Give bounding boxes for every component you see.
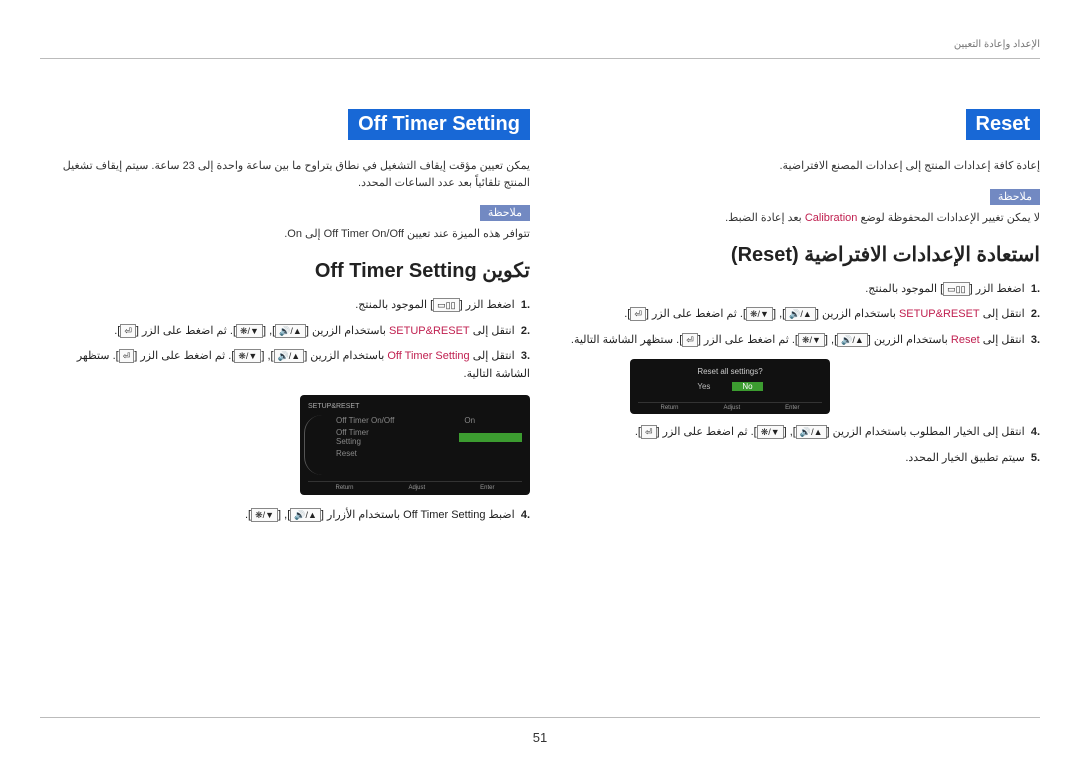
right-step-3: .3 انتقل إلى Reset باستخدام الزرين [🔊/▲]… (550, 332, 1040, 350)
note-label-left: ملاحظة (480, 205, 530, 221)
subheading-left: تكوين Off Timer Setting (40, 258, 530, 283)
dialog-question: Reset all settings? (642, 367, 818, 376)
updown-icon: ❋/▼ (798, 333, 825, 347)
volup-icon: 🔊/▲ (796, 425, 827, 439)
dialog-bottom-bar: Return Adjust Enter (638, 402, 822, 411)
volup-icon: 🔊/▲ (275, 324, 306, 338)
menu-item-2: Off Timer Setting (336, 428, 522, 446)
note-text-left: تتوافر هذه الميزة عند تعيين Off Timer On… (40, 227, 530, 240)
note-label-right: ملاحظة (990, 189, 1040, 205)
screenshot-title: SETUP&RESET (308, 403, 522, 410)
enter-icon: ⏎ (120, 324, 136, 338)
page-number: 51 (0, 730, 1080, 745)
screenshot-bottom-bar: Return Adjust Enter (308, 481, 522, 491)
dialog-yes: Yes (697, 382, 710, 391)
updown-icon: ❋/▼ (757, 425, 784, 439)
off-timer-desc: يمكن تعيين مؤقت إيقاف التشغيل في نطاق يت… (40, 158, 530, 191)
note-text-right: لا يمكن تغيير الإعدادات المحفوظة لوضع Ca… (550, 211, 1040, 224)
enter-icon: ⏎ (630, 307, 646, 321)
left-step-4: .4 اضبط Off Timer Setting باستخدام الأزر… (40, 507, 530, 525)
updown-icon: ❋/▼ (236, 324, 263, 338)
menu-item-1: Off Timer On/OffOn (336, 416, 522, 425)
off-timer-screenshot: SETUP&RESET Off Timer On/OffOn Off Timer… (300, 395, 530, 495)
menu-icon: ▭▯▯ (433, 298, 459, 312)
left-step-3: .3 انتقل إلى Off Timer Setting باستخدام … (40, 348, 530, 383)
dialog-buttons: Yes No (642, 382, 818, 391)
dialog-no: No (732, 382, 762, 391)
content-columns: Off Timer Setting يمكن تعيين مؤقت إيقاف … (40, 109, 1040, 533)
menu-icon: ▭▯▯ (943, 282, 969, 296)
volup-icon: 🔊/▲ (785, 307, 816, 321)
volup-icon: 🔊/▲ (290, 508, 321, 522)
left-step-2: .2 انتقل إلى SETUP&RESET باستخدام الزرين… (40, 323, 530, 341)
right-step-5: .5 سيتم تطبيق الخيار المحدد. (550, 450, 1040, 468)
updown-icon: ❋/▼ (251, 508, 278, 522)
right-step-2: .2 انتقل إلى SETUP&RESET باستخدام الزرين… (550, 306, 1040, 324)
enter-icon: ⏎ (682, 333, 698, 347)
reset-desc: إعادة كافة إعدادات المنتج إلى إعدادات ال… (550, 158, 1040, 175)
menu-item-3: Reset (336, 449, 522, 458)
subheading-right: استعادة الإعدادات الافتراضية (Reset) (550, 242, 1040, 267)
volup-icon: 🔊/▲ (274, 349, 305, 363)
title-off-timer: Off Timer Setting (348, 109, 530, 140)
enter-icon: ⏎ (641, 425, 657, 439)
footer-rule (40, 717, 1040, 718)
title-reset: Reset (966, 109, 1040, 140)
header-rule: الإعداد وإعادة التعيين (40, 58, 1040, 59)
arc-decoration (304, 415, 322, 475)
volup-icon: 🔊/▲ (837, 333, 868, 347)
page-container: الإعداد وإعادة التعيين Off Timer Setting… (0, 0, 1080, 763)
highlight-bar (459, 433, 522, 442)
left-step-1: .1 اضغط الزر [▭▯▯] الموجود بالمنتج. (40, 297, 530, 315)
column-reset: Reset إعادة كافة إعدادات المنتج إلى إعدا… (550, 109, 1040, 533)
updown-icon: ❋/▼ (746, 307, 773, 321)
right-step-4: .4 انتقل إلى الخيار المطلوب باستخدام الز… (550, 424, 1040, 442)
reset-dialog-screenshot: Reset all settings? Yes No Return Adjust… (630, 359, 830, 414)
enter-icon: ⏎ (119, 349, 135, 363)
updown-icon: ❋/▼ (234, 349, 261, 363)
column-off-timer: Off Timer Setting يمكن تعيين مؤقت إيقاف … (40, 109, 530, 533)
header-breadcrumb: الإعداد وإعادة التعيين (954, 39, 1040, 50)
right-step-1: .1 اضغط الزر [▭▯▯] الموجود بالمنتج. (550, 281, 1040, 299)
